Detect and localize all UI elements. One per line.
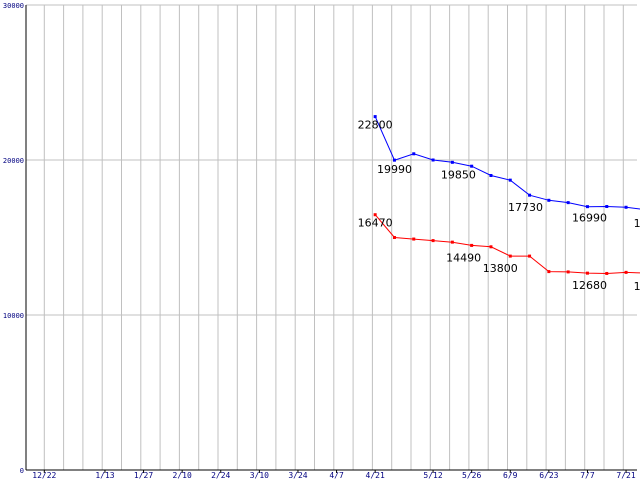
x-tick-label: 5/12 <box>423 471 442 480</box>
series-1-point <box>489 245 493 249</box>
series-0-point <box>528 193 532 197</box>
y-tick-label: 20000 <box>3 157 24 165</box>
series-1-point <box>585 271 589 275</box>
x-tick-label: 4/7 <box>329 471 344 480</box>
series-1-point <box>392 236 396 239</box>
series-1-point <box>547 270 551 274</box>
series-1-point <box>470 243 474 247</box>
x-tick-label: 6/9 <box>503 471 518 480</box>
x-tick-label: 2/24 <box>211 471 230 480</box>
x-tick-label: 3/24 <box>288 471 307 480</box>
series-1-point <box>566 270 570 274</box>
series-0-point <box>450 160 454 164</box>
series-0-point <box>508 178 512 182</box>
series-0-point <box>470 164 474 168</box>
x-tick-label: 12/22 <box>32 471 56 480</box>
data-label: 16470 <box>358 217 393 230</box>
x-tick-label: 3/10 <box>250 471 269 480</box>
series-0-point <box>392 158 396 162</box>
data-label: 16640 <box>634 217 640 230</box>
series-0-point <box>489 174 493 177</box>
series-1-point <box>450 240 454 244</box>
data-label: 16990 <box>572 212 607 225</box>
series-0-line <box>374 116 640 210</box>
series-0-point <box>547 198 551 202</box>
data-label: 14490 <box>446 251 481 264</box>
series-0-point <box>585 205 589 209</box>
x-tick-label: 2/10 <box>173 471 192 480</box>
data-label: 19990 <box>377 163 412 176</box>
data-label: 17730 <box>508 201 543 214</box>
y-tick-label: 30000 <box>3 2 24 10</box>
y-tick-label: 0 <box>20 467 24 475</box>
data-label: 19850 <box>441 168 476 181</box>
x-tick-label: 7/21 <box>616 471 635 480</box>
series-1-point <box>373 213 377 217</box>
series-0-point <box>431 158 435 162</box>
series-0-point <box>605 205 609 208</box>
data-label: 13800 <box>483 262 518 275</box>
data-label: 22800 <box>358 119 393 132</box>
series-1-point <box>605 271 609 275</box>
series-0-point <box>412 152 416 156</box>
series-1-point <box>431 239 435 243</box>
data-label: 12568 <box>634 280 640 293</box>
x-tick-label: 7/7 <box>580 471 595 480</box>
x-tick-label: 1/27 <box>134 471 153 480</box>
series-0-point <box>624 205 628 209</box>
series-1-point <box>412 237 416 241</box>
series-1-point <box>528 254 532 258</box>
y-tick-label: 10000 <box>3 312 24 320</box>
x-tick-label: 4/21 <box>366 471 385 480</box>
x-tick-label: 6/23 <box>539 471 558 480</box>
series-1-point <box>624 270 628 274</box>
series-1-line <box>374 214 640 275</box>
plot-area <box>26 5 637 470</box>
series-0-point <box>373 115 377 119</box>
x-tick-label: 1/13 <box>95 471 114 480</box>
series-0-point <box>566 201 570 205</box>
series-1-point <box>508 254 512 258</box>
data-label: 12680 <box>572 279 607 292</box>
x-tick-label: 5/26 <box>462 471 481 480</box>
